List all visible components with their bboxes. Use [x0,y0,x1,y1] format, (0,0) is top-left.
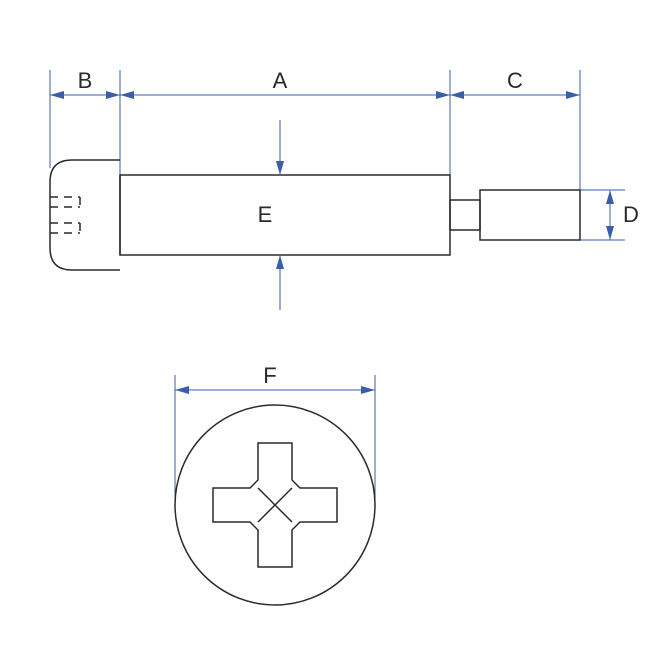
dimension-arrowhead [276,255,284,269]
screw-thread [480,190,580,240]
technical-drawing: B A C D E F [0,0,670,670]
dimension-arrowhead [361,386,375,394]
screw-neck [450,200,480,230]
dimension-label: E [258,202,273,227]
dimension-label: C [507,68,523,93]
dimension-label: F [263,363,276,388]
phillips-detail [275,488,292,505]
dimension-arrowhead [175,386,189,394]
dimension-arrowhead [450,91,464,99]
dimension-label: A [273,68,288,93]
screw-shoulder [120,175,450,255]
dimension-arrowhead [436,91,450,99]
dimension-arrowhead [120,91,134,99]
phillips-detail [275,505,292,522]
dimension-arrowhead [606,190,614,204]
dimension-arrowhead [276,161,284,175]
dimension-arrowhead [106,91,120,99]
phillips-detail [258,505,275,522]
dimension-label: D [623,202,639,227]
dimension-arrowhead [606,226,614,240]
screw-head-side [50,160,120,270]
dimension-arrowhead [50,91,64,99]
phillips-detail [258,488,275,505]
dimension-arrowhead [566,91,580,99]
dimension-label: B [78,68,93,93]
